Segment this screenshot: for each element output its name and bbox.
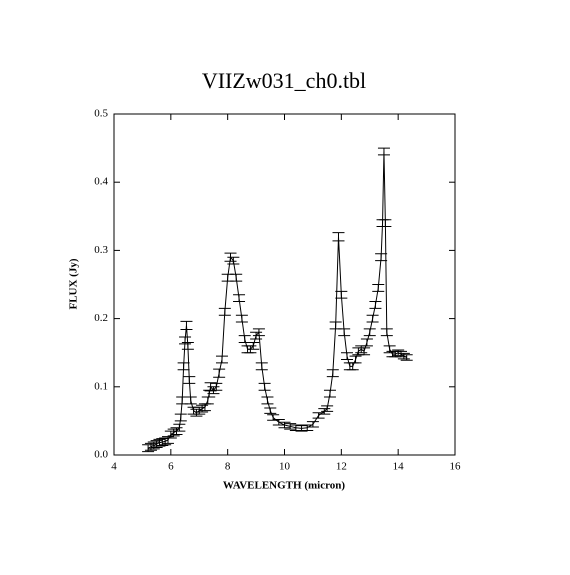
error-bar [312,412,325,419]
error-bar [321,405,334,412]
error-bar [247,341,260,350]
error-bar [227,256,240,265]
x-tick-label: 16 [450,461,462,473]
error-bar [379,219,392,228]
error-bar [338,328,351,337]
error-bar [215,355,228,364]
error-bar [187,406,200,415]
error-bar [332,232,345,242]
error-bar [284,423,297,430]
error-bar [201,396,214,405]
error-bar [213,368,226,378]
y-tick-label: 0.3 [94,244,108,256]
error-bar [375,253,388,262]
error-bar [372,284,385,292]
error-bar [363,328,376,337]
error-bar [183,376,196,384]
error-bar [397,352,410,360]
x-tick-label: 14 [393,461,405,473]
error-bar [238,335,251,343]
error-bar [377,147,390,156]
error-bar [176,396,189,405]
error-bar [326,369,339,378]
x-tick-label: 4 [111,461,117,473]
x-tick-label: 8 [225,461,231,473]
x-tick-label: 12 [336,461,347,473]
error-bar [210,382,223,391]
y-axis-label: FLUX (Jy) [68,258,80,309]
error-bar [177,362,190,371]
error-bar [360,338,373,347]
x-tick-label: 6 [168,461,174,473]
error-bar [235,314,248,323]
error-bar [335,290,348,299]
error-bar [380,328,393,337]
error-bar [386,350,399,358]
error-bar [366,314,379,323]
error-bar [376,219,389,228]
y-tick-label: 0.5 [94,108,108,120]
x-axis-label: WAVELENGTH (micron) [223,480,345,492]
error-bar [369,301,382,309]
error-bar [329,321,342,330]
error-bar [301,424,314,431]
error-bar [358,347,371,356]
y-tick-label: 0.1 [94,380,108,392]
error-bar [174,413,187,422]
error-bar [173,423,186,432]
error-bar [261,396,274,405]
error-bar [190,408,203,417]
error-bar [349,355,362,364]
error-bar [352,347,365,356]
error-bar [184,396,197,405]
y-tick-label: 0.4 [94,176,108,188]
error-bar [395,350,408,358]
y-tick-label: 0.0 [94,449,108,461]
error-bar [180,320,193,331]
error-bar [233,294,246,303]
error-bar [218,307,231,316]
error-bar [306,421,319,428]
y-tick-label: 0.2 [94,312,108,324]
error-bar [255,362,268,371]
error-bar [252,328,265,337]
plot-frame [113,113,456,456]
error-bar [230,273,243,282]
error-bar [323,389,336,398]
chart-title: VIIZw031_ch0.tbl [202,68,366,93]
error-bar [258,382,271,391]
error-bar [346,362,359,371]
error-bar [400,354,413,361]
error-bar [181,341,194,350]
error-bar [341,352,354,361]
x-tick-label: 10 [279,461,291,473]
error-bar [221,273,234,282]
error-bar [264,407,277,414]
